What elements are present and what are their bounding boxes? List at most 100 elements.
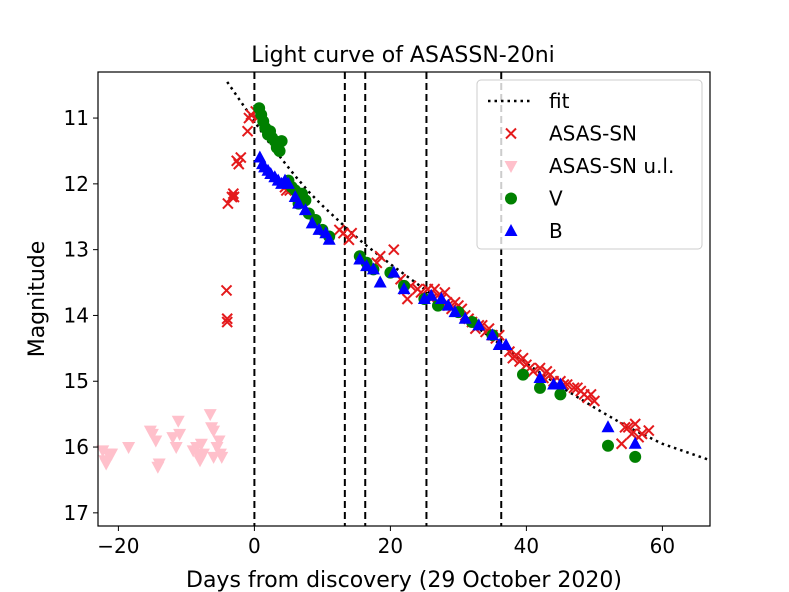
data-point [534,381,546,394]
data-point [345,227,358,239]
data-point [343,234,355,246]
data-point [233,158,245,170]
data-point [207,425,221,438]
legend-label: V [549,187,563,211]
data-point [166,432,180,445]
y-tick-label: 15 [64,369,89,393]
plot-area [96,72,711,526]
data-point [292,196,306,209]
data-point [173,428,187,441]
data-point [215,451,229,464]
data-point [568,382,580,394]
y-tick-label: 13 [64,238,89,262]
data-point [636,428,648,440]
y-tick-label: 14 [64,303,89,327]
data-point [585,388,597,401]
data-point [643,424,655,437]
legend-swatch [505,192,517,205]
data-point [353,252,367,265]
data-point [105,448,119,461]
legend: fit ASAS-SN ASAS-SN u.l. VB [476,79,703,250]
chart-title: Light curve of ASASSN-20ni [251,43,555,68]
data-point [629,418,641,430]
y-axis-ticks: 11 12 13 14 15 16 17 [64,106,98,525]
data-point [553,377,567,390]
y-tick-label: 17 [64,501,89,525]
legend-label: ASAS-SN u.l. [549,154,674,178]
data-point [305,216,319,229]
data-point [397,282,411,295]
data-point [241,125,254,137]
data-point [434,292,448,304]
data-point [401,293,414,305]
data-point [207,451,221,464]
data-point [145,428,159,441]
data-point [622,421,635,434]
data-point [221,313,233,325]
data-point [510,349,522,361]
data-point [517,368,529,381]
data-point [312,222,326,235]
data-point [588,395,601,407]
legend-label: fit [549,89,570,113]
data-point [96,445,110,458]
y-tick-label: 16 [64,435,89,459]
legend-label: B [549,219,563,243]
data-point [235,151,247,164]
legend-swatch [505,127,517,140]
data-point [99,458,113,471]
data-point [298,203,312,216]
data-point [533,370,547,383]
data-point [227,188,240,200]
data-point [194,438,208,451]
data-point [374,250,386,262]
data-point [517,352,529,364]
data-point [221,316,233,328]
data-point [458,311,472,324]
x-tick-label: −20 [97,534,139,558]
data-point [499,338,513,351]
x-axis-ticks: −20 0 20 40 60 [97,526,675,558]
data-point [299,194,312,207]
data-point [322,232,336,245]
data-point [220,284,233,297]
data-point [373,275,387,288]
data-point [448,305,462,318]
data-point [273,144,286,157]
data-point [615,438,628,450]
x-tick-label: 60 [650,534,675,558]
data-point [203,409,217,422]
data-point [281,176,295,189]
data-point [360,259,374,272]
data-point [424,288,438,301]
data-point [417,292,431,304]
data-point [226,191,238,203]
y-axis-label: Magnitude [25,241,50,358]
data-point [485,328,499,341]
data-point [228,191,240,203]
x-tick-label: 0 [248,534,261,558]
series-asas-sn-u-l [96,409,229,474]
data-point [554,388,567,401]
data-point [212,435,226,448]
data-point [387,265,401,278]
legend-swatch [504,224,518,236]
data-point [152,458,166,471]
x-tick-label: 20 [378,534,403,558]
legend-box [476,79,703,250]
data-point [602,439,614,452]
data-point [149,435,163,448]
x-axis-label: Days from discovery (29 October 2020) [186,568,622,592]
data-point [472,318,486,331]
data-point [441,298,455,311]
legend-label: ASAS-SN [549,122,637,146]
x-tick-label: 40 [514,534,539,558]
data-point [388,243,400,256]
y-tick-label: 11 [64,106,89,130]
data-point [275,135,288,148]
data-point [534,362,546,374]
data-point [169,442,183,455]
data-point [171,415,185,428]
legend-swatch [504,161,518,173]
